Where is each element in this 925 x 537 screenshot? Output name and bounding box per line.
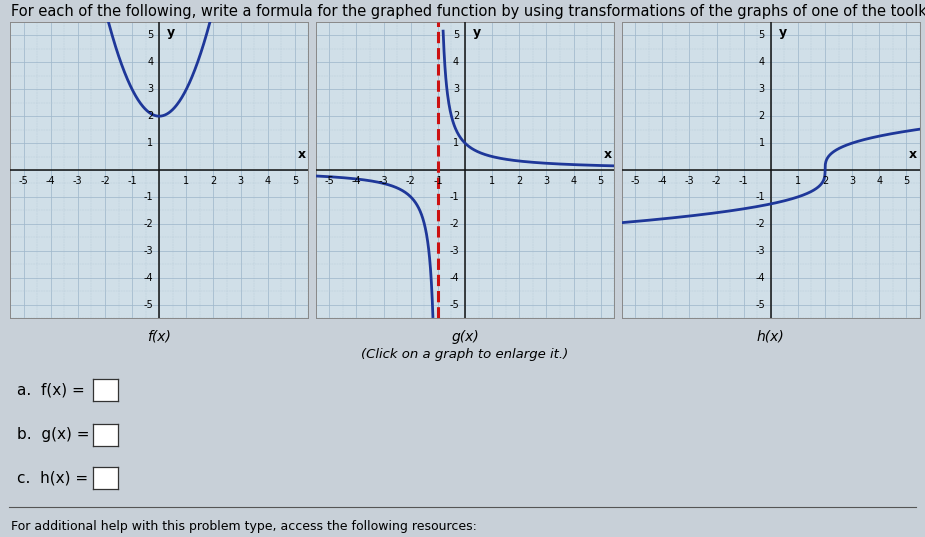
- Text: 1: 1: [489, 176, 495, 186]
- Text: y: y: [473, 26, 481, 39]
- Text: -5: -5: [143, 300, 154, 309]
- Text: -2: -2: [450, 219, 459, 229]
- Text: -4: -4: [143, 273, 154, 282]
- Text: -2: -2: [100, 176, 110, 186]
- Text: 3: 3: [147, 84, 154, 95]
- Text: -5: -5: [450, 300, 459, 309]
- Text: -2: -2: [143, 219, 154, 229]
- Text: For each of the following, write a formula for the graphed function by using tra: For each of the following, write a formu…: [11, 4, 925, 19]
- Text: -1: -1: [128, 176, 137, 186]
- Text: 5: 5: [452, 31, 459, 40]
- Text: 5: 5: [598, 176, 604, 186]
- Text: 3: 3: [453, 84, 459, 95]
- Text: -4: -4: [46, 176, 55, 186]
- Text: -1: -1: [739, 176, 748, 186]
- Text: 2: 2: [822, 176, 828, 186]
- Text: 1: 1: [453, 138, 459, 148]
- Text: c.  h(x) =: c. h(x) =: [17, 470, 88, 485]
- Text: -3: -3: [755, 246, 765, 256]
- Text: -5: -5: [18, 176, 29, 186]
- Text: -3: -3: [450, 246, 459, 256]
- Text: -1: -1: [450, 192, 459, 202]
- Text: 4: 4: [147, 57, 154, 67]
- Text: 2: 2: [758, 111, 765, 121]
- Text: (Click on a graph to enlarge it.): (Click on a graph to enlarge it.): [362, 348, 569, 361]
- Text: b.  g(x) =: b. g(x) =: [17, 427, 89, 442]
- Text: 2: 2: [147, 111, 154, 121]
- Text: -4: -4: [658, 176, 667, 186]
- Text: f(x): f(x): [147, 330, 171, 344]
- Text: 5: 5: [758, 31, 765, 40]
- Text: For additional help with this problem type, access the following resources:: For additional help with this problem ty…: [11, 520, 477, 533]
- Text: y: y: [779, 26, 786, 39]
- Text: 1: 1: [183, 176, 190, 186]
- Text: 3: 3: [849, 176, 856, 186]
- Text: 2: 2: [210, 176, 216, 186]
- Text: 3: 3: [238, 176, 243, 186]
- Text: -2: -2: [711, 176, 722, 186]
- Text: h(x): h(x): [757, 330, 784, 344]
- Text: -4: -4: [352, 176, 362, 186]
- Text: 1: 1: [795, 176, 801, 186]
- Text: -4: -4: [755, 273, 765, 282]
- Text: -1: -1: [143, 192, 154, 202]
- Text: -5: -5: [630, 176, 640, 186]
- Text: -3: -3: [684, 176, 695, 186]
- Text: 4: 4: [453, 57, 459, 67]
- Text: 1: 1: [147, 138, 154, 148]
- Text: 5: 5: [904, 176, 909, 186]
- Text: x: x: [298, 148, 305, 162]
- Text: -2: -2: [755, 219, 765, 229]
- Text: 5: 5: [147, 31, 154, 40]
- Text: 1: 1: [758, 138, 765, 148]
- Text: 3: 3: [758, 84, 765, 95]
- Text: 2: 2: [452, 111, 459, 121]
- Text: y: y: [166, 26, 175, 39]
- Text: 4: 4: [758, 57, 765, 67]
- Text: 5: 5: [291, 176, 298, 186]
- Text: -2: -2: [406, 176, 415, 186]
- Text: 3: 3: [543, 176, 549, 186]
- Text: -3: -3: [143, 246, 154, 256]
- Text: g(x): g(x): [451, 330, 479, 344]
- Text: 2: 2: [516, 176, 523, 186]
- Text: x: x: [909, 148, 918, 162]
- Text: -4: -4: [450, 273, 459, 282]
- Text: -5: -5: [325, 176, 334, 186]
- Text: -1: -1: [433, 176, 443, 186]
- Text: 4: 4: [571, 176, 576, 186]
- Text: -3: -3: [379, 176, 388, 186]
- Text: -3: -3: [73, 176, 82, 186]
- Text: -5: -5: [755, 300, 765, 309]
- Text: 4: 4: [876, 176, 882, 186]
- Text: a.  f(x) =: a. f(x) =: [17, 382, 84, 397]
- Text: -1: -1: [755, 192, 765, 202]
- Text: 4: 4: [265, 176, 271, 186]
- Text: x: x: [603, 148, 611, 162]
